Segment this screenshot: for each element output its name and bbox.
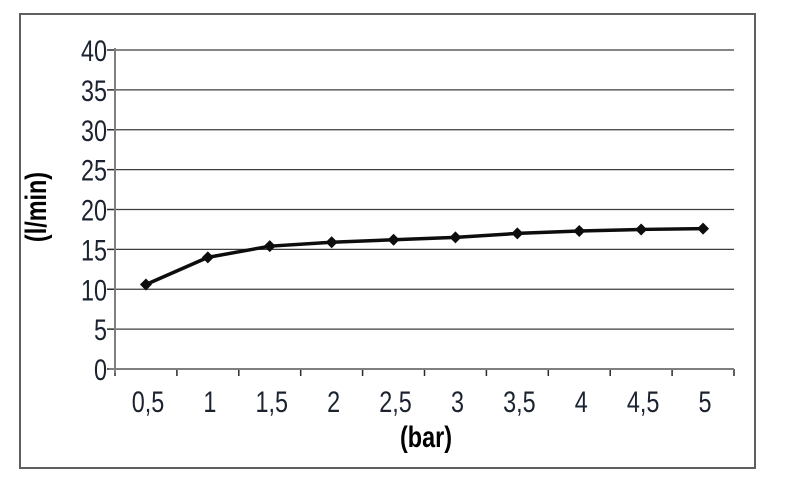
y-tick-label: 30 (81, 114, 107, 147)
axes (109, 48, 734, 373)
y-tick-label: 35 (81, 74, 107, 107)
data-point-marker (511, 227, 524, 240)
x-tick-label: 0,5 (132, 385, 165, 418)
data-point-marker (449, 231, 462, 244)
x-tick-label: 1 (203, 385, 216, 418)
y-tick-label: 5 (94, 313, 107, 346)
data-point-marker (263, 240, 276, 253)
x-tick-label: 4 (575, 385, 588, 418)
y-tick-label: 0 (94, 353, 107, 386)
data-point-marker (697, 222, 710, 235)
data-series (139, 222, 710, 291)
axis-ticks (107, 49, 735, 376)
x-tick-label: 3,5 (503, 385, 536, 418)
y-tick-label: 40 (81, 34, 107, 67)
data-point-marker (635, 223, 648, 236)
y-axis-title: (l/min) (19, 172, 52, 242)
series-line (145, 226, 704, 287)
x-tick-label: 2 (327, 385, 340, 418)
data-point-marker (201, 251, 214, 264)
x-axis-title: (bar) (400, 420, 452, 453)
data-point-marker (387, 233, 400, 246)
y-tick-label: 10 (81, 273, 107, 306)
data-point-marker (325, 236, 338, 249)
data-point-marker (139, 278, 152, 291)
y-tick-label: 15 (81, 234, 107, 267)
y-tick-label: 20 (81, 194, 107, 227)
data-point-marker (573, 225, 586, 238)
x-tick-label: 5 (699, 385, 712, 418)
x-tick-label: 1,5 (255, 385, 288, 418)
gridlines (115, 49, 734, 330)
y-tick-label: 25 (81, 154, 107, 187)
x-tick-label: 4,5 (627, 385, 660, 418)
tick-labels: 0 5 10 15 20 25 30 35 40 0,5 1 1,5 2 2,5 3 3,5 4 4,5 5 (81, 34, 712, 418)
x-tick-label: 2,5 (379, 385, 412, 418)
x-tick-label: 3 (451, 385, 464, 418)
